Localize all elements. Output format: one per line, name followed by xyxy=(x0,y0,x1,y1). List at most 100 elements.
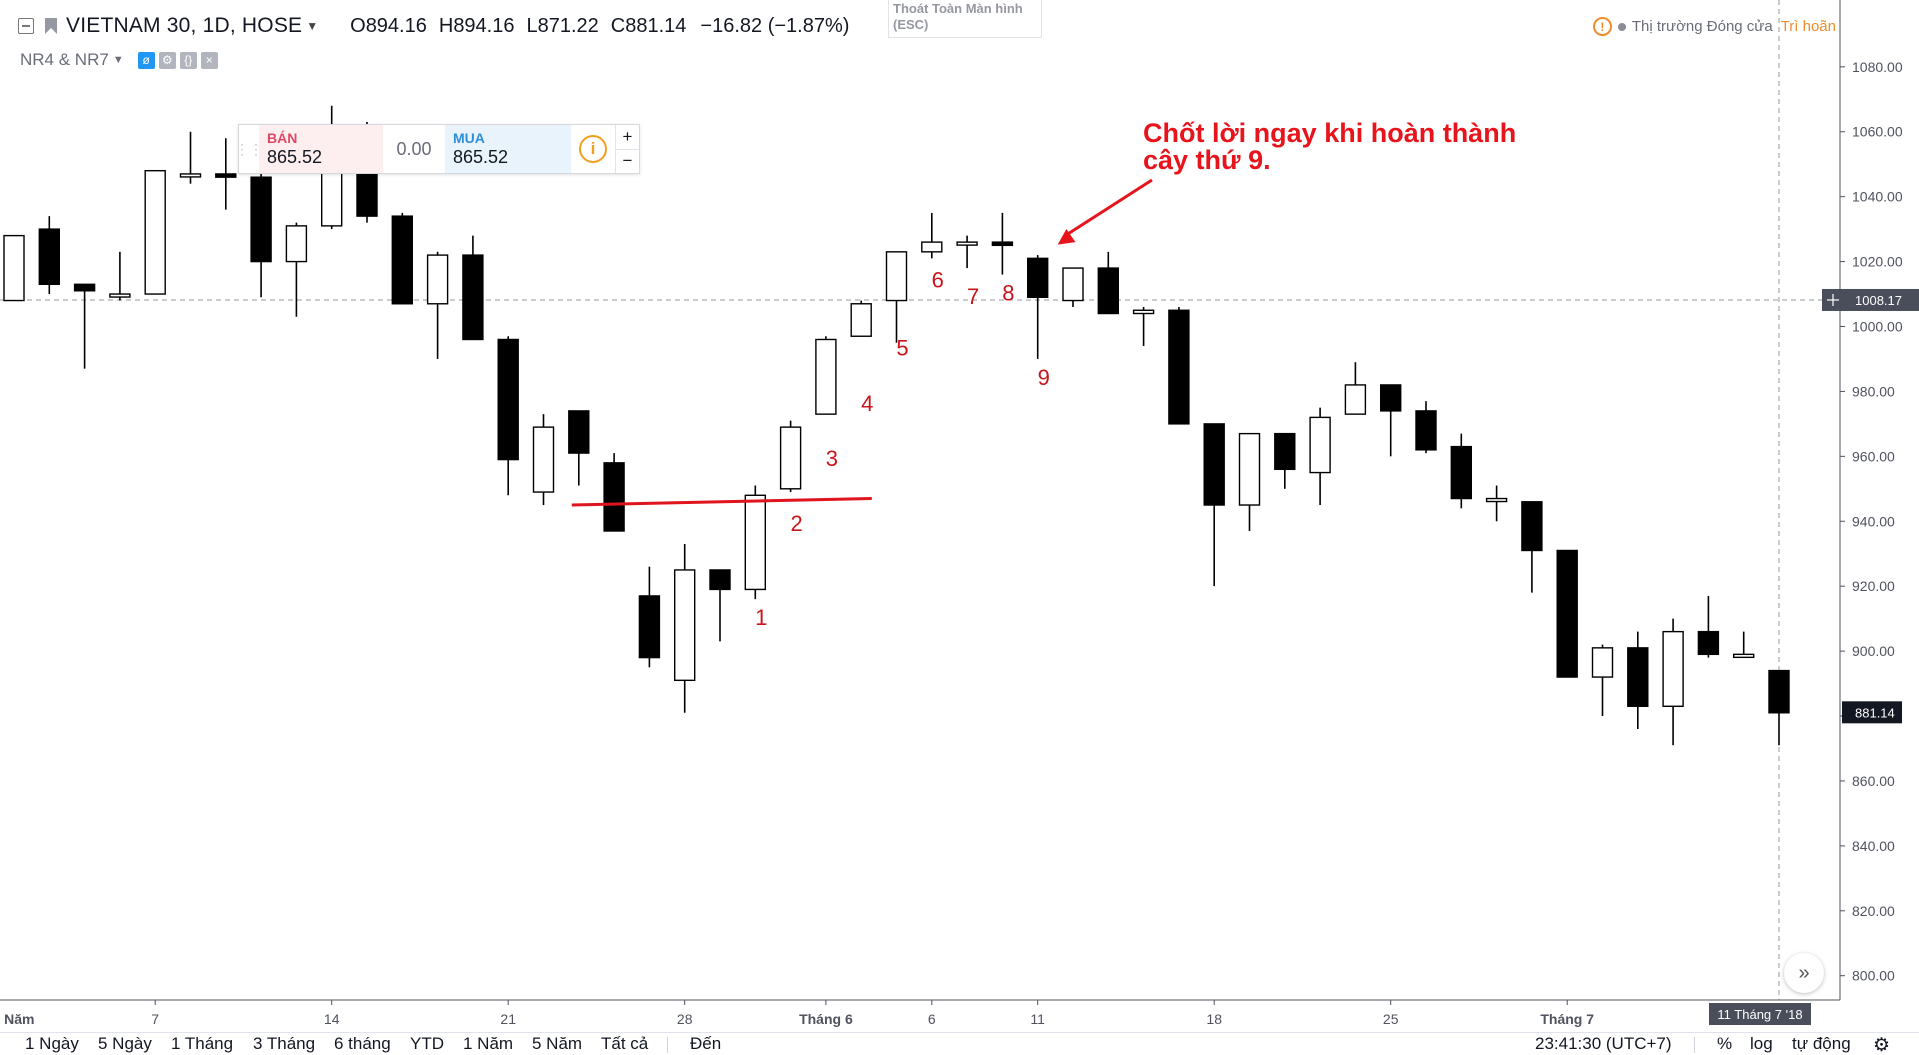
hide-indicator-icon[interactable]: ø xyxy=(137,51,155,69)
candle[interactable] xyxy=(1062,267,1084,308)
market-status-text: Thị trường Đóng cửa xyxy=(1631,18,1773,35)
source-code-icon[interactable]: {} xyxy=(179,51,197,69)
candle[interactable] xyxy=(109,251,131,301)
candle[interactable] xyxy=(744,485,766,600)
candle[interactable] xyxy=(38,216,60,295)
symbol-flag-icon xyxy=(45,18,57,34)
candle[interactable] xyxy=(638,566,661,668)
indicator-chevron-icon[interactable]: ▼ xyxy=(112,54,124,66)
candle[interactable] xyxy=(1697,595,1720,658)
last-price-bg xyxy=(1842,701,1902,724)
count-label: 1 xyxy=(755,605,767,630)
drag-handle-icon[interactable]: ⋮⋮ xyxy=(235,140,263,157)
support-line[interactable] xyxy=(571,497,872,507)
candle[interactable] xyxy=(391,212,413,305)
candle[interactable] xyxy=(1026,255,1049,359)
candle[interactable] xyxy=(144,169,166,295)
candle[interactable] xyxy=(1768,669,1790,746)
range-all[interactable]: Tất cả xyxy=(601,1034,649,1053)
candle[interactable] xyxy=(1132,307,1155,346)
candle[interactable] xyxy=(991,212,1014,275)
candle[interactable] xyxy=(1450,433,1473,509)
range-6m[interactable]: 6 tháng xyxy=(334,1034,391,1053)
candle[interactable] xyxy=(1627,631,1649,730)
candle-body xyxy=(462,254,484,341)
candle[interactable] xyxy=(285,222,308,317)
candle[interactable] xyxy=(532,414,555,506)
candle[interactable] xyxy=(1379,384,1402,457)
candle[interactable] xyxy=(1344,362,1367,415)
sell-button[interactable]: BÁN 865.52 xyxy=(259,125,383,173)
market-status[interactable]: ! Thị trường Đóng cửa Trì hoãn xyxy=(1592,17,1836,36)
candle[interactable] xyxy=(850,300,872,337)
exit-fullscreen-hint[interactable]: Thoát Toàn Màn hình (ESC) xyxy=(888,0,1042,38)
range-1m[interactable]: 1 Tháng xyxy=(171,1034,234,1053)
y-tick-label: 900.00 xyxy=(1852,643,1895,659)
range-3m[interactable]: 3 Tháng xyxy=(253,1034,316,1053)
crosshair-price-label: 1008.17 xyxy=(1822,288,1919,311)
count-label: 9 xyxy=(1038,365,1050,390)
decrease-button[interactable]: − xyxy=(616,148,639,174)
range-5y[interactable]: 5 Năm xyxy=(532,1034,583,1053)
increase-button[interactable]: + xyxy=(622,126,633,146)
candle[interactable] xyxy=(815,336,837,415)
collapse-legend-icon[interactable] xyxy=(18,18,34,34)
candle[interactable] xyxy=(1485,485,1508,522)
candle[interactable] xyxy=(1203,423,1225,587)
candle[interactable] xyxy=(462,235,484,341)
candle[interactable] xyxy=(1591,644,1614,717)
candle[interactable] xyxy=(73,283,96,369)
candle[interactable] xyxy=(1168,307,1190,425)
candle[interactable] xyxy=(709,569,731,642)
gear-icon[interactable]: ⚙ xyxy=(1873,1035,1891,1055)
candle[interactable] xyxy=(1732,631,1755,659)
candle[interactable] xyxy=(921,212,943,259)
candle[interactable] xyxy=(885,251,908,343)
candle[interactable] xyxy=(956,235,978,269)
candle-body xyxy=(744,494,766,591)
candle-body xyxy=(532,426,555,493)
candle[interactable] xyxy=(1238,432,1261,531)
candle[interactable] xyxy=(179,131,202,184)
candle[interactable] xyxy=(215,138,237,210)
candle[interactable] xyxy=(1097,251,1120,315)
candle[interactable] xyxy=(568,410,590,486)
range-1y[interactable]: 1 Năm xyxy=(463,1034,514,1053)
candle[interactable] xyxy=(426,251,449,359)
range-5d[interactable]: 5 Ngày xyxy=(98,1034,152,1053)
range-ytd[interactable]: YTD xyxy=(410,1034,444,1053)
candle[interactable] xyxy=(1274,432,1296,489)
candle[interactable] xyxy=(1521,501,1543,593)
double-chevron-right-icon: » xyxy=(1798,961,1810,984)
log-toggle[interactable]: log xyxy=(1750,1034,1773,1053)
chevron-down-icon[interactable]: ▼ xyxy=(306,19,319,33)
scroll-to-realtime-button[interactable]: » xyxy=(1784,953,1824,993)
clock[interactable]: 23:41:30 (UTC+7) xyxy=(1535,1034,1672,1053)
candle-body xyxy=(850,303,872,337)
goto-date-button[interactable]: Đến xyxy=(690,1034,722,1053)
settings-icon[interactable]: ⚙ xyxy=(158,51,176,69)
info-button[interactable]: i xyxy=(571,125,615,173)
remove-indicator-icon[interactable]: × xyxy=(200,51,218,69)
range-1d[interactable]: 1 Ngày xyxy=(25,1034,79,1053)
auto-toggle[interactable]: tự động xyxy=(1792,1034,1851,1053)
candle[interactable] xyxy=(1309,407,1331,506)
candle[interactable] xyxy=(674,543,696,713)
candle[interactable] xyxy=(1556,549,1578,678)
candle[interactable] xyxy=(603,453,625,532)
axis-layer: 800.00820.00840.00860.00880.00900.00920.… xyxy=(0,0,1919,1027)
buy-price: 865.52 xyxy=(453,147,509,167)
buy-button[interactable]: MUA 865.52 xyxy=(445,125,571,173)
symbol-title[interactable]: VIETNAM 30, 1D, HOSE xyxy=(66,14,303,37)
candle[interactable] xyxy=(1415,401,1437,454)
candle[interactable] xyxy=(779,420,802,493)
y-tick-label: 920.00 xyxy=(1852,578,1895,594)
symbol-legend: VIETNAM 30, 1D, HOSE ▼ O 894.16 H 894.16… xyxy=(18,14,849,38)
candle[interactable] xyxy=(3,234,25,302)
candle-body xyxy=(603,462,625,532)
candle[interactable] xyxy=(1662,618,1684,746)
indicator-name[interactable]: NR4 & NR7 xyxy=(20,50,109,69)
candle[interactable] xyxy=(497,336,519,496)
percent-toggle[interactable]: % xyxy=(1717,1034,1733,1053)
